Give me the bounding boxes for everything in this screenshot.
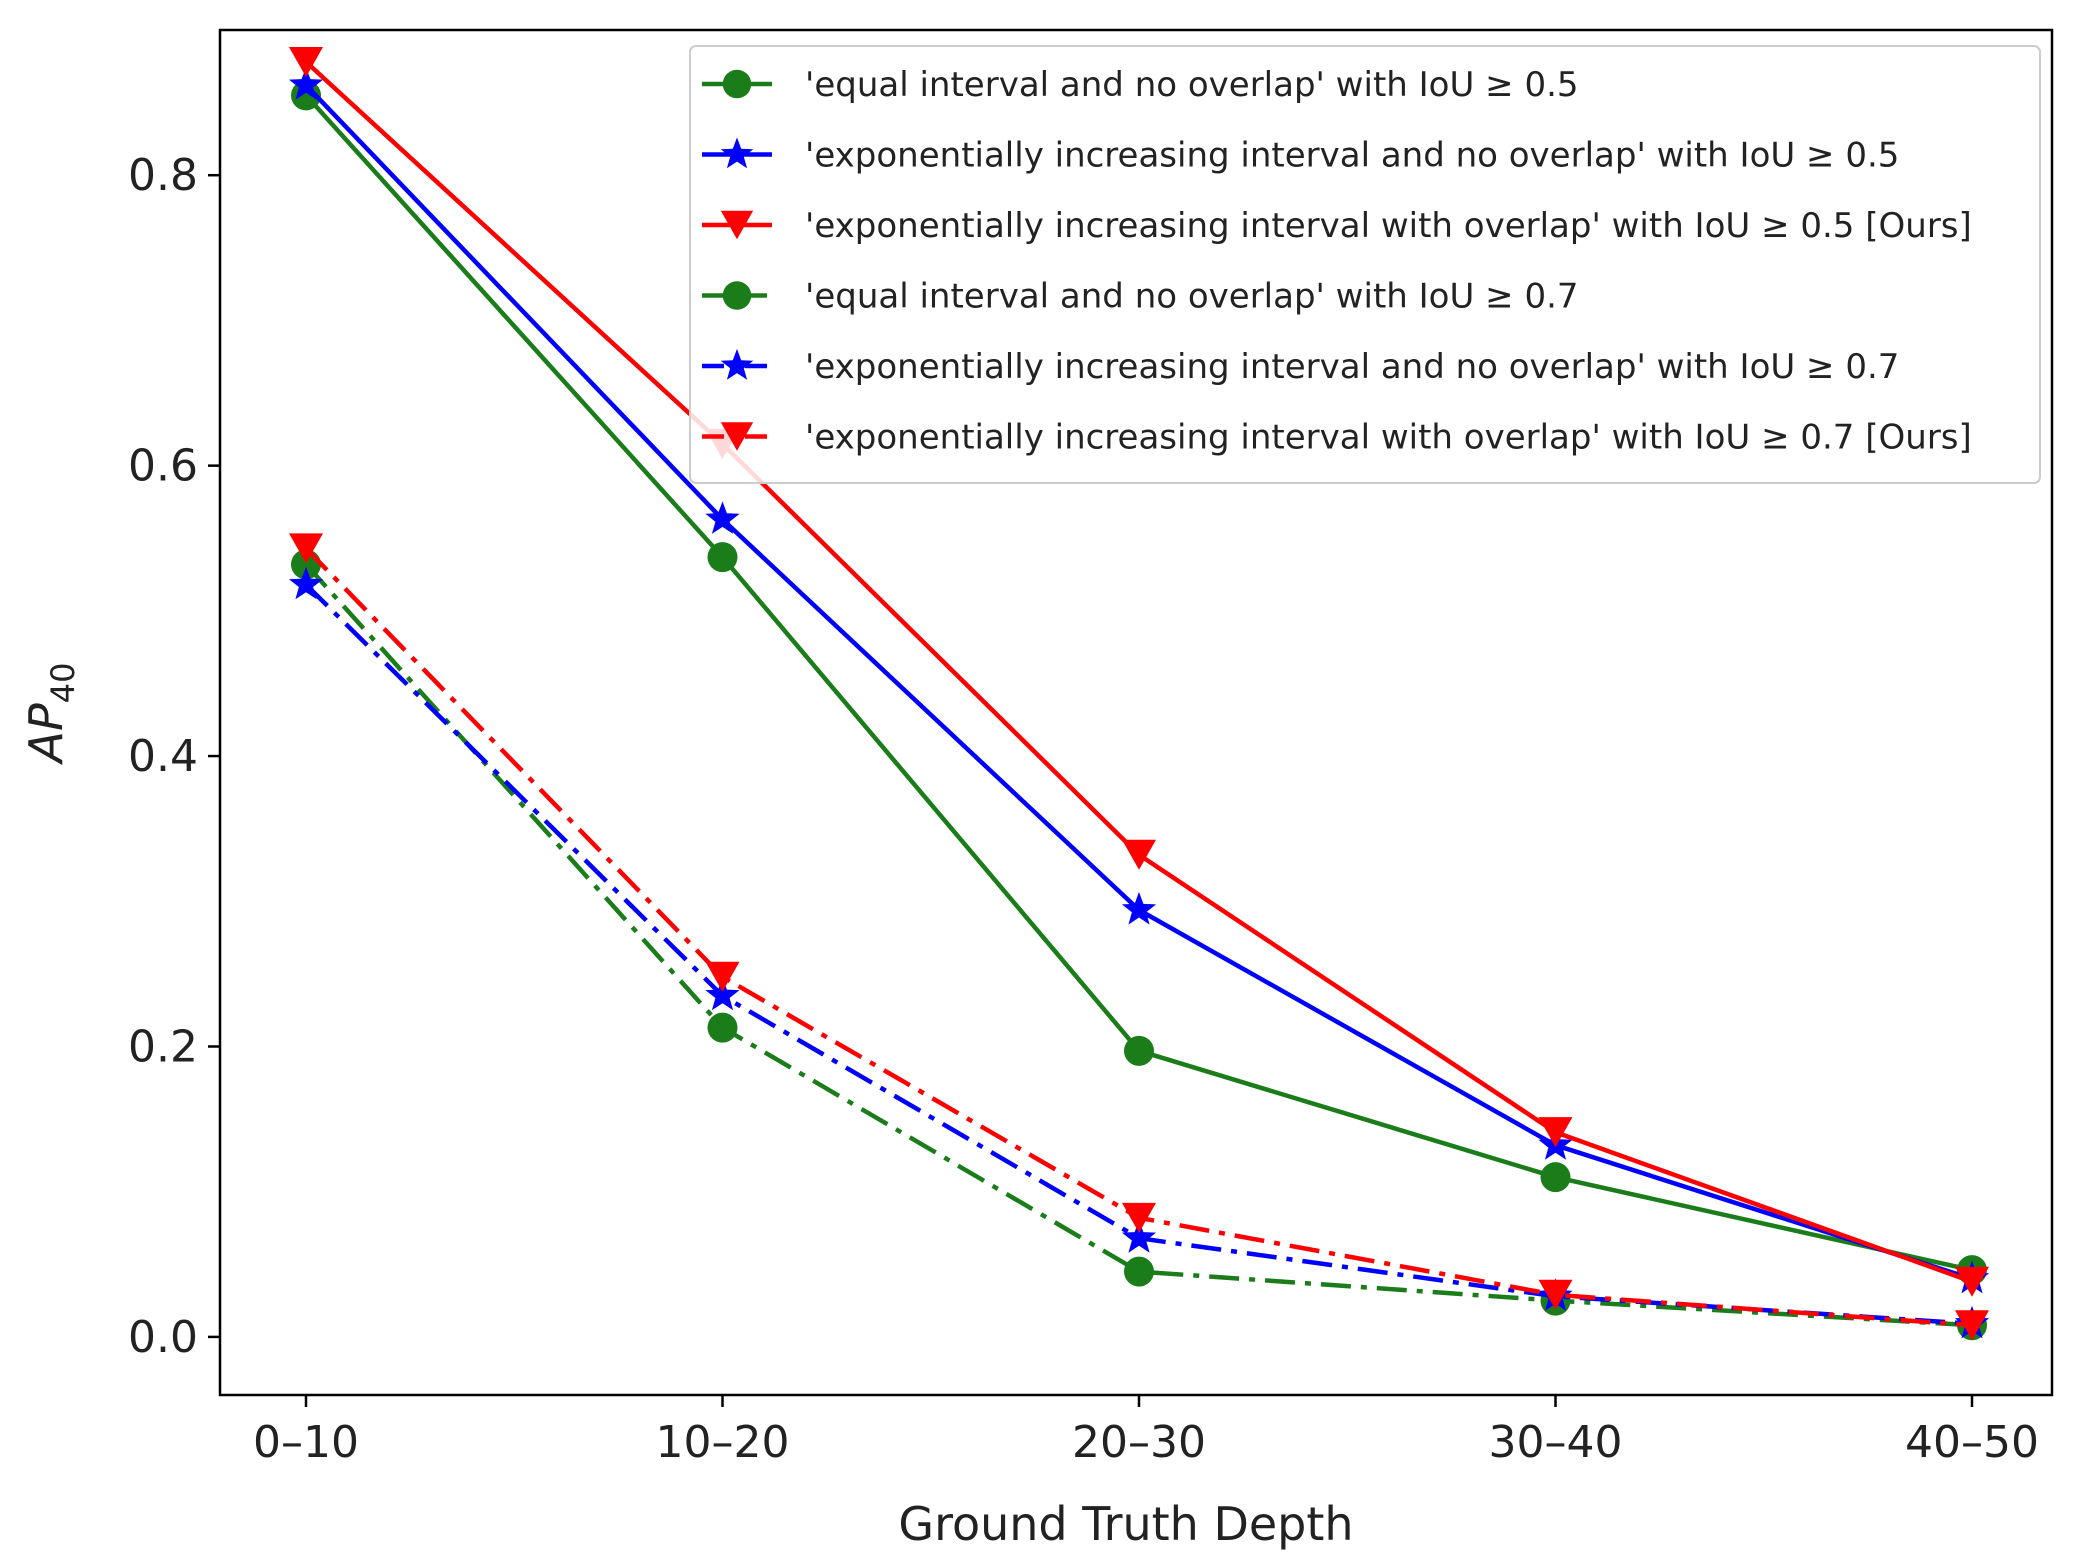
- series-4-point-2: [707, 1012, 738, 1043]
- x-tick-label-4: 30–40: [1489, 1417, 1623, 1468]
- axes-layer: 0.0 0.2 0.4 0.6 0.8 0–10 10–20 20–30 30–40 40–50 G…: [19, 28, 2054, 1551]
- series-6-point-5: [1955, 1310, 1989, 1341]
- legend-label-5: 'exponentially increasing interval and n…: [805, 347, 1899, 387]
- series-6-point-3: [1122, 1202, 1156, 1233]
- y-tick-label-5: 0.8: [128, 150, 198, 201]
- x-tick-label-3: 20–30: [1072, 1417, 1206, 1468]
- legend-marker-4: [722, 281, 752, 310]
- y-axis-label-subscript: 40: [44, 663, 82, 704]
- series-2-point-1: [288, 67, 324, 100]
- series-5-point-1: [288, 566, 324, 600]
- series-1-point-2: [707, 542, 738, 573]
- legend-marker-2: [720, 137, 754, 169]
- y-tick-label-4: 0.6: [128, 441, 198, 492]
- legend-entry-3: 'exponentially increasing interval with …: [702, 206, 1972, 246]
- legend-entry-4: 'equal interval and no overlap' with IoU…: [702, 277, 1579, 317]
- series-3-point-3: [1122, 839, 1156, 870]
- x-tick-label-5: 40–50: [1905, 1417, 2039, 1468]
- legend-label-6: 'exponentially increasing interval with …: [805, 418, 1972, 458]
- series-1-point-1: [291, 80, 321, 111]
- y-tick-label-3: 0.4: [128, 731, 198, 782]
- legend-entry-2: 'exponentially increasing interval and n…: [702, 136, 1899, 176]
- series-5-point-3: [1121, 1220, 1157, 1253]
- legend-marker-5: [720, 348, 754, 380]
- series-3-point-4: [1538, 1117, 1573, 1148]
- legend-entry-6: 'exponentially increasing interval with …: [702, 418, 1972, 458]
- series-6: [289, 533, 1989, 1341]
- legend-marker-3: [720, 210, 754, 240]
- series-1-point-4: [1540, 1162, 1571, 1193]
- axes-frame: [218, 28, 2054, 1397]
- y-tick-label-2: 0.2: [128, 1021, 198, 1072]
- series-6-point-2: [705, 961, 740, 992]
- series-5-point-2: [705, 977, 740, 1011]
- series-1: [291, 80, 1987, 1286]
- legend-label-3: 'exponentially increasing interval with …: [805, 206, 1972, 246]
- series-6-point-4: [1538, 1279, 1573, 1310]
- legend: 'equal interval and no overlap' with IoU…: [689, 45, 2041, 484]
- legend-label-2: 'exponentially increasing interval and n…: [805, 136, 1899, 176]
- y-axis-label: AP40: [19, 663, 82, 766]
- x-tick-label-2: 10–20: [656, 1417, 790, 1468]
- legend-marker-1: [722, 69, 752, 99]
- x-axis-label: Ground Truth Depth: [898, 1497, 1353, 1551]
- series-2-point-3: [1121, 892, 1157, 925]
- series-1-point-3: [1124, 1035, 1154, 1066]
- x-tick-label-1: 0–10: [253, 1417, 359, 1468]
- legend-label-1: 'equal interval and no overlap' with IoU…: [805, 65, 1579, 105]
- series-2-point-2: [705, 501, 740, 534]
- legend-box: [689, 45, 2041, 484]
- y-axis-label-base: AP: [19, 703, 73, 765]
- series-3-point-5: [1955, 1266, 1989, 1297]
- legend-entry-1: 'equal interval and no overlap' with IoU…: [702, 65, 1579, 105]
- legend-marker-6: [720, 422, 754, 451]
- legend-label-4: 'equal interval and no overlap' with IoU…: [805, 277, 1579, 317]
- series-4-point-3: [1124, 1256, 1154, 1287]
- series-6-point-1: [289, 533, 323, 564]
- series-layer: [288, 46, 1990, 1341]
- y-tick-label-1: 0.0: [128, 1312, 198, 1363]
- series-3-point-1: [289, 46, 323, 77]
- legend-entry-5: 'exponentially increasing interval and n…: [702, 347, 1899, 387]
